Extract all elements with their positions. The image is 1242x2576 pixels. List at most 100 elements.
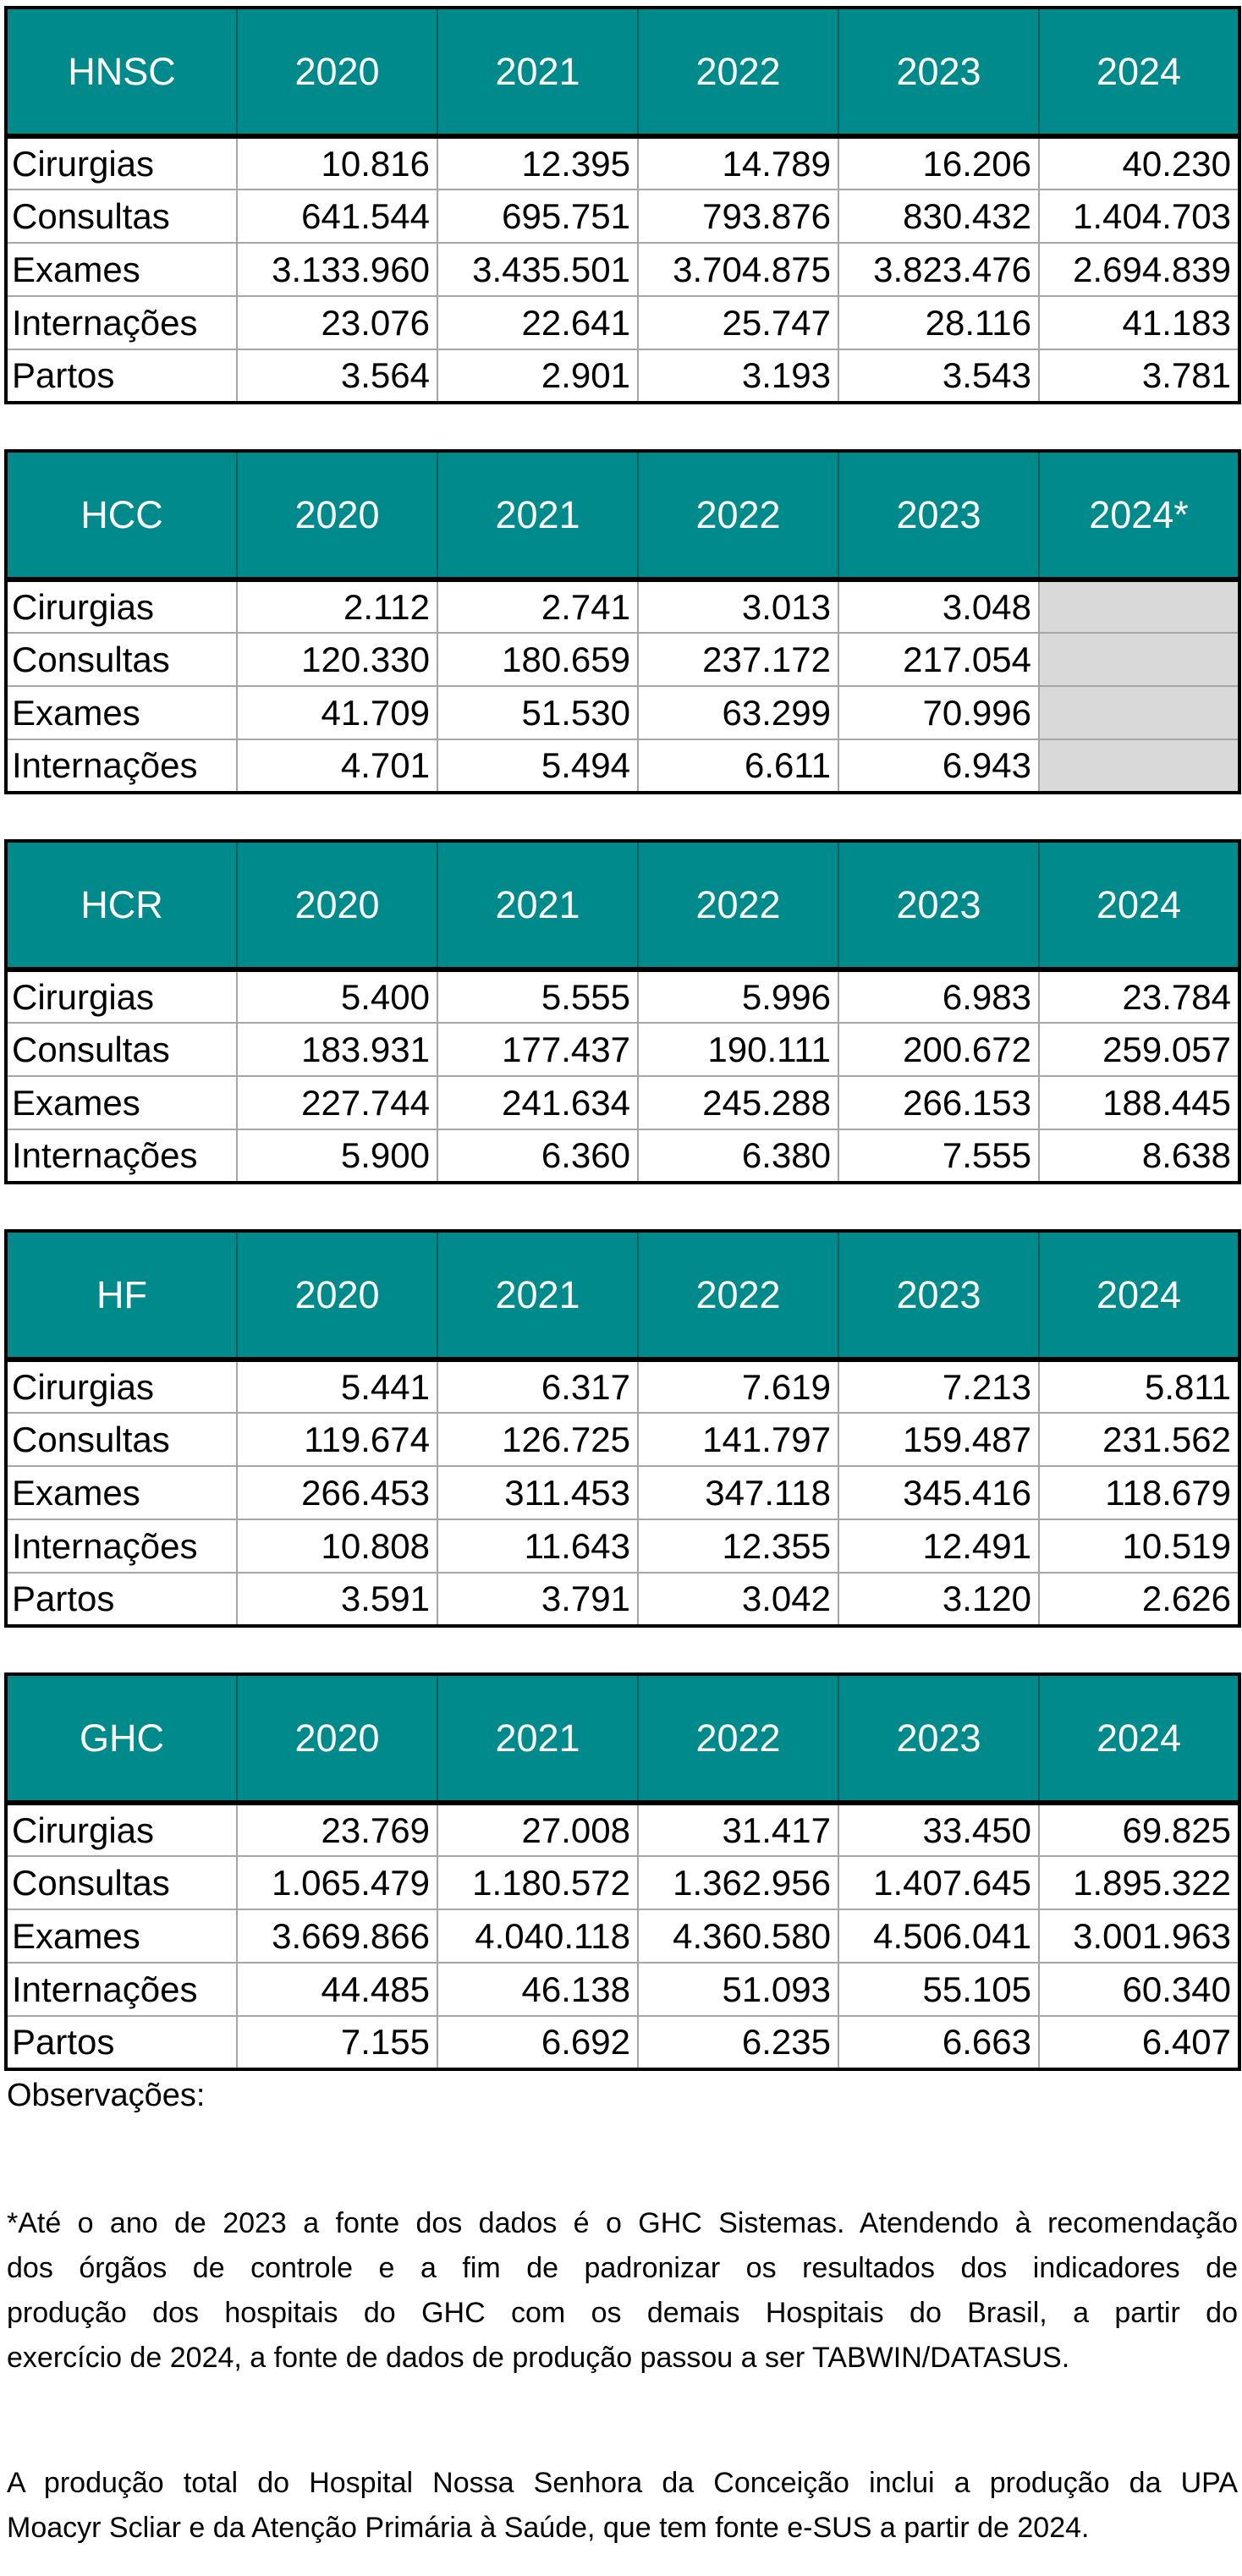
value-cell: 641.544: [236, 189, 438, 244]
footnote-line: dos órgãos de controle e a fim de padron…: [7, 2252, 1238, 2284]
table-row: Internações 10.808 11.643 12.355 12.491 10.51…: [5, 1519, 1240, 1574]
row-label: Consultas: [5, 632, 238, 687]
table-row: Exames 3.669.866 4.040.118 4.360.580 4.506.0…: [5, 1909, 1240, 1964]
table-row: Internações 44.485 46.138 51.093 55.105 60.34…: [5, 1962, 1240, 2017]
value-cell: 16.206: [838, 135, 1040, 190]
value-cell: 6.360: [437, 1129, 639, 1184]
row-label: Cirurgias: [5, 135, 238, 190]
table-row: Partos 7.155 6.692 6.235 6.663 6.407: [5, 2015, 1240, 2070]
value-cell: 6.983: [838, 969, 1040, 1024]
value-cell: 6.317: [437, 1359, 639, 1414]
value-cell: 2.694.839: [1038, 242, 1240, 297]
value-cell: 3.669.866: [236, 1909, 438, 1964]
value-cell: 3.120: [838, 1572, 1040, 1627]
row-label: Internações: [5, 295, 238, 350]
footnote-data-source: *Até o ano de 2023 a fonte dos dados é o…: [4, 2201, 1238, 2381]
value-cell: 8.638: [1038, 1129, 1240, 1184]
hospital-code-header: HNSC: [6, 8, 237, 136]
value-cell: 190.111: [637, 1022, 839, 1077]
value-cell: 3.048: [838, 579, 1040, 634]
value-cell: 188.445: [1038, 1075, 1240, 1130]
value-cell: 2.626: [1038, 1572, 1240, 1627]
value-cell: 51.093: [637, 1962, 839, 2017]
row-label: Internações: [5, 1962, 238, 2017]
value-cell: 22.641: [437, 295, 639, 350]
footnote-line: Moacyr Scliar e da Atenção Primária à Sa…: [7, 2512, 1090, 2544]
value-cell: 695.751: [437, 189, 639, 244]
value-cell: 2.112: [236, 579, 438, 634]
year-header: 2024: [1038, 1674, 1239, 1803]
year-header: 2021: [437, 1674, 638, 1803]
value-cell: 70.996: [838, 685, 1040, 740]
value-cell: 119.674: [236, 1412, 438, 1467]
table-row: Internações 4.701 5.494 6.611 6.943: [5, 739, 1240, 794]
value-cell: 10.519: [1038, 1519, 1240, 1574]
year-header: 2023: [838, 8, 1039, 136]
value-cell: 227.744: [236, 1075, 438, 1130]
header-row: HF 2020 2021 2022 2023 2024: [6, 1231, 1239, 1359]
row-label: Exames: [5, 1909, 238, 1964]
value-cell: 4.701: [236, 739, 438, 794]
row-label: Exames: [5, 685, 238, 740]
row-label: Exames: [5, 1465, 238, 1520]
value-cell: 6.611: [637, 739, 839, 794]
value-cell: 44.485: [236, 1962, 438, 2017]
value-cell: 345.416: [838, 1465, 1040, 1520]
value-cell: 231.562: [1038, 1412, 1240, 1467]
year-header: 2022: [637, 1231, 838, 1359]
value-cell: 5.811: [1038, 1359, 1240, 1414]
value-cell: 311.453: [437, 1465, 639, 1520]
value-cell: 6.692: [437, 2015, 639, 2070]
value-cell: 183.931: [236, 1022, 438, 1077]
value-cell: 28.116: [838, 295, 1040, 350]
value-cell: 177.437: [437, 1022, 639, 1077]
row-label: Internações: [5, 1519, 238, 1574]
value-cell: 7.555: [838, 1129, 1040, 1184]
year-header: 2022: [637, 451, 838, 579]
hospital-code-header: GHC: [6, 1674, 237, 1803]
year-header: 2022: [637, 1674, 838, 1803]
value-cell: 12.355: [637, 1519, 839, 1574]
value-cell: 23.784: [1038, 969, 1240, 1024]
value-cell: 2.901: [437, 349, 639, 404]
year-header: 2023: [838, 1674, 1039, 1803]
value-cell: 40.230: [1038, 135, 1240, 190]
value-cell: 141.797: [637, 1412, 839, 1467]
year-header: 2022: [637, 8, 838, 136]
year-header: 2020: [236, 451, 437, 579]
table-row: Partos 3.591 3.791 3.042 3.120 2.626: [5, 1572, 1240, 1627]
row-label: Cirurgias: [5, 1359, 238, 1414]
row-label: Partos: [5, 2015, 238, 2070]
hospital-code-header: HCR: [6, 841, 237, 969]
value-cell: 3.001.963: [1038, 1909, 1240, 1964]
value-cell: 1.180.572: [437, 1855, 639, 1910]
value-cell: 3.781: [1038, 349, 1240, 404]
year-header: 2024*: [1038, 451, 1239, 579]
row-label: Consultas: [5, 1022, 238, 1077]
year-header: 2024: [1038, 8, 1239, 136]
value-cell: 23.769: [236, 1802, 438, 1857]
year-header: 2021: [437, 8, 638, 136]
value-cell: 1.404.703: [1038, 189, 1240, 244]
hospital-code-header: HCC: [6, 451, 237, 579]
value-cell: 5.441: [236, 1359, 438, 1414]
value-cell: 3.133.960: [236, 242, 438, 297]
year-header: 2022: [637, 841, 838, 969]
value-cell: 3.823.476: [838, 242, 1040, 297]
year-header: 2024: [1038, 1231, 1239, 1359]
table-row: Internações 5.900 6.360 6.380 7.555 8.638: [5, 1129, 1240, 1184]
observations-label: Observações:: [7, 2078, 206, 2113]
value-cell: 4.040.118: [437, 1909, 639, 1964]
value-cell: 3.543: [838, 349, 1040, 404]
value-cell: 5.400: [236, 969, 438, 1024]
row-label: Internações: [5, 1129, 238, 1184]
value-cell: 6.407: [1038, 2015, 1240, 2070]
value-cell: 3.591: [236, 1572, 438, 1627]
value-cell: 5.494: [437, 739, 639, 794]
footnote-line: produção dos hospitais do GHC com os dem…: [7, 2297, 1238, 2329]
value-cell: 3.042: [637, 1572, 839, 1627]
value-cell: 6.380: [637, 1129, 839, 1184]
year-header: 2023: [838, 451, 1039, 579]
value-cell: 241.634: [437, 1075, 639, 1130]
row-label: Internações: [5, 739, 238, 794]
